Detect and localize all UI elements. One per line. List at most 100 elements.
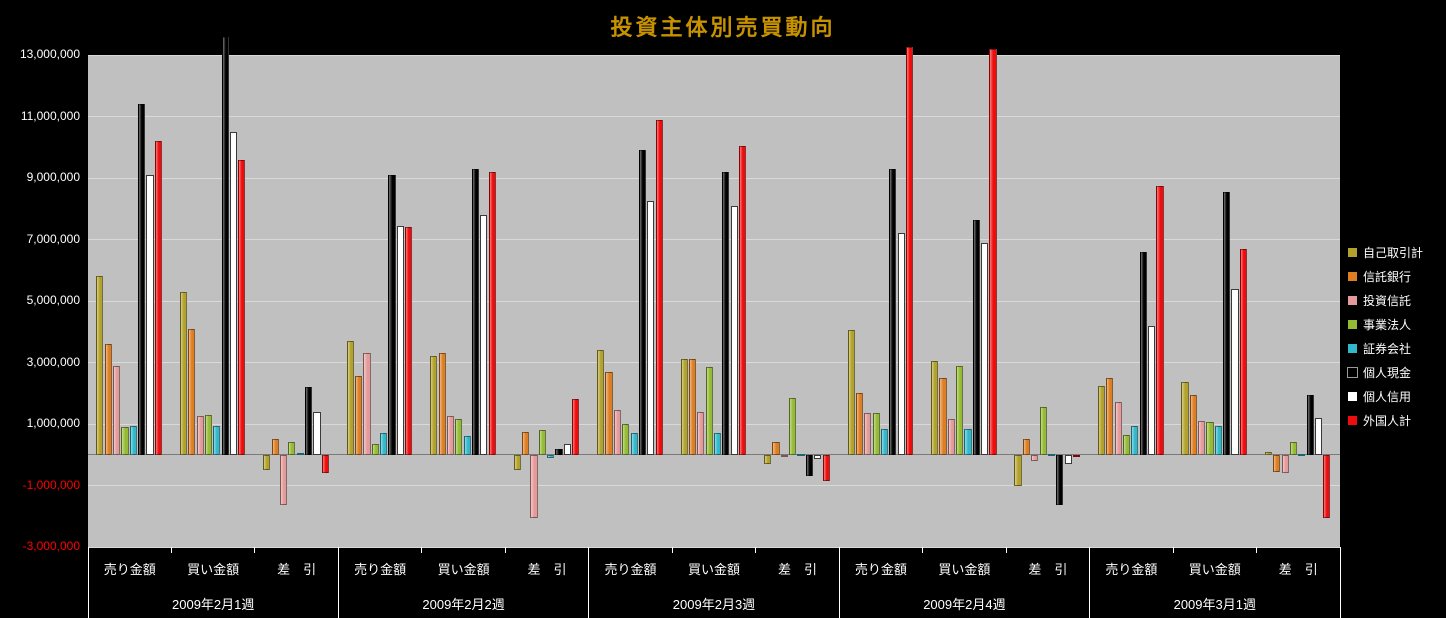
bar: [538, 430, 546, 455]
bar: [605, 371, 613, 455]
bar: [864, 413, 872, 455]
bar: [321, 454, 329, 474]
bar: [1264, 451, 1273, 455]
bar: [196, 416, 204, 455]
category-label: 売り金額: [354, 562, 407, 577]
category-label: 売り金額: [103, 562, 156, 577]
bar: [705, 367, 713, 455]
bar: [480, 214, 488, 455]
y-tick-label: 1,000,000: [26, 416, 80, 430]
bar: [981, 242, 989, 455]
bar: [964, 428, 972, 455]
bar: [1156, 185, 1164, 455]
category-label: 買い金額: [687, 562, 740, 577]
category-label: 差 引: [777, 562, 817, 577]
bar: [188, 328, 196, 455]
bar: [1214, 425, 1222, 455]
category-tick: [504, 547, 506, 553]
bar: [1056, 454, 1064, 506]
week-separator-line: [1339, 547, 1341, 618]
x-axis: 売り金額 買い金額 差 引 売り金額 買い金額 差 引 売り金額 買い金額 差 引 売り金額 買い金…: [0, 547, 1446, 618]
category-tick: [1172, 547, 1174, 553]
bar: [972, 219, 980, 455]
bar: [1148, 325, 1156, 455]
bar: [221, 36, 229, 455]
bar: [1231, 288, 1239, 455]
category-label: 買い金額: [938, 562, 991, 577]
bar: [405, 227, 413, 455]
bar: [204, 414, 212, 455]
legend-item: 証券会社: [1347, 336, 1423, 360]
category-tick: [922, 547, 924, 553]
legend-item: 個人信用: [1347, 384, 1423, 408]
plot-area: [88, 36, 1340, 548]
bar: [655, 119, 663, 455]
legend-label: 個人信用: [1363, 389, 1412, 404]
category-label: 売り金額: [1105, 562, 1158, 577]
category-tick: [755, 547, 757, 553]
bar: [522, 431, 530, 455]
week-label: 2009年2月4週: [923, 597, 1006, 612]
bar: [271, 439, 279, 455]
bar: [872, 413, 880, 455]
legend-label: 信託銀行: [1363, 269, 1412, 284]
gridline: [88, 485, 1340, 486]
gridline: [88, 362, 1340, 363]
bar: [154, 141, 162, 455]
bar: [1139, 251, 1147, 455]
bar: [1181, 382, 1189, 455]
bar: [630, 433, 638, 455]
bar: [897, 233, 905, 455]
bar: [430, 356, 438, 455]
gridline: [88, 54, 1340, 56]
bar: [396, 225, 404, 455]
category-label: 買い金額: [437, 562, 490, 577]
bar: [889, 168, 897, 455]
category-label: 差 引: [277, 562, 317, 577]
bar: [1306, 394, 1314, 455]
bar: [530, 454, 538, 518]
bar: [1106, 377, 1114, 455]
bar: [238, 159, 246, 455]
bar: [547, 454, 555, 458]
legend-label: 事業法人: [1363, 317, 1412, 332]
bar: [847, 330, 855, 455]
bar: [371, 443, 379, 455]
bar: [1198, 420, 1206, 455]
bar: [355, 376, 363, 455]
bar: [730, 205, 738, 455]
week-separator-line: [87, 547, 89, 618]
y-tick-label: 7,000,000: [26, 231, 80, 246]
legend-item: 個人現金: [1347, 360, 1423, 384]
gridline: [88, 239, 1340, 240]
bar: [288, 442, 296, 455]
bar: [714, 433, 722, 455]
bar: [346, 340, 354, 455]
bar: [455, 419, 463, 455]
bar: [1114, 402, 1122, 455]
category-label: 売り金額: [604, 562, 657, 577]
legend-label: 証券会社: [1363, 341, 1412, 356]
bar: [96, 276, 104, 455]
legend-marker-icon: [1347, 294, 1358, 306]
legend-item: 投資信託: [1347, 288, 1423, 312]
legend-marker-icon: [1347, 366, 1358, 378]
category-label: 買い金額: [1188, 562, 1241, 577]
bar: [388, 174, 396, 455]
bar: [931, 360, 939, 455]
bar: [1064, 454, 1072, 464]
bar: [1314, 417, 1323, 455]
bar: [229, 131, 238, 455]
bar: [146, 174, 154, 455]
bar: [563, 443, 571, 455]
bar: [1022, 439, 1030, 455]
bar: [572, 399, 580, 455]
bar: [789, 397, 797, 455]
bar: [764, 454, 772, 464]
legend-label: 自己取引計: [1363, 245, 1424, 260]
bar: [1097, 385, 1106, 455]
bar: [772, 442, 780, 455]
legend-marker-icon: [1347, 246, 1358, 258]
bar: [305, 387, 313, 455]
